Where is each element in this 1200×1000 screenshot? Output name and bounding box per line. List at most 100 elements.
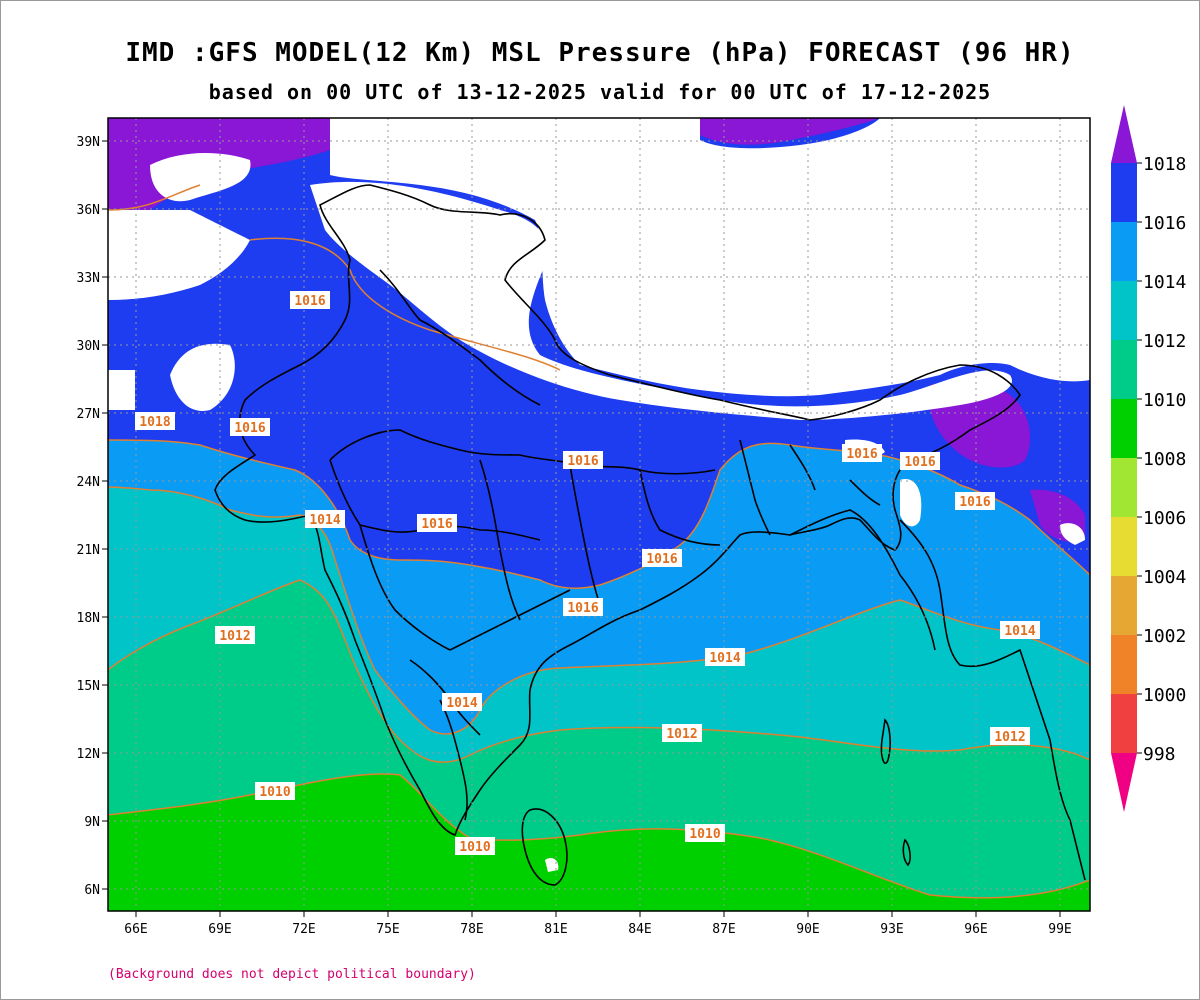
colorbar-label: 1002 [1143, 626, 1186, 647]
map-subtitle: based on 00 UTC of 13-12-2025 valid for … [208, 80, 992, 104]
lon-label: 75E [376, 922, 399, 937]
lon-label: 90E [796, 922, 819, 937]
svg-text:1010: 1010 [259, 785, 290, 800]
contour-label: 1016 [563, 451, 603, 469]
colorbar-bottom-arrow [1111, 753, 1137, 812]
colorbar-1008-1010 [1111, 399, 1137, 458]
contour-lines [108, 184, 1090, 899]
lon-label: 93E [880, 922, 903, 937]
lat-label: 18N [77, 611, 100, 626]
svg-text:1012: 1012 [666, 727, 697, 742]
latitude-labels: 39N 36N 33N 30N 27N 24N 21N 18N 15N 12N 9N 6N [77, 135, 100, 898]
colorbar-998-1000 [1111, 694, 1137, 753]
svg-text:1014: 1014 [709, 651, 740, 666]
lat-label: 6N [84, 883, 100, 898]
contour-label: 1016 [290, 291, 330, 309]
svg-text:1016: 1016 [846, 447, 877, 462]
map-border [107, 117, 1091, 912]
lat-label: 21N [77, 543, 100, 558]
contour-label: 1018 [135, 412, 175, 430]
lat-label: 12N [77, 747, 100, 762]
colorbar-label: 1010 [1143, 390, 1186, 411]
lon-label: 81E [544, 922, 567, 937]
contour-label: 1012 [662, 724, 702, 742]
contour-label: 1016 [642, 549, 682, 567]
svg-text:1016: 1016 [904, 455, 935, 470]
contour-label: 1010 [255, 782, 295, 800]
lon-label: 66E [124, 922, 147, 937]
contour-label: 1010 [455, 837, 495, 855]
contour-label: 1014 [442, 693, 482, 711]
colorbar-label: 1000 [1143, 685, 1186, 706]
lat-label: 9N [84, 815, 100, 830]
contour-label: 1016 [955, 492, 995, 510]
lat-label: 27N [77, 407, 100, 422]
contour-label: 1016 [842, 444, 882, 462]
colorbar-label: 1016 [1143, 213, 1186, 234]
contour-label: 1014 [705, 648, 745, 666]
contour-label: 1010 [685, 824, 725, 842]
lon-label: 72E [292, 922, 315, 937]
contour-label: 1016 [900, 452, 940, 470]
colorbar-label: 1014 [1143, 272, 1186, 293]
tick-marks [102, 140, 1061, 917]
colorbar-1014-1016 [1111, 222, 1137, 281]
lon-label: 96E [964, 922, 987, 937]
lat-label: 30N [77, 339, 100, 354]
colorbar: 1018 1016 1014 1012 1010 1008 1006 1004 1002 1000… [1111, 105, 1186, 812]
svg-text:1016: 1016 [567, 454, 598, 469]
svg-text:1012: 1012 [994, 730, 1025, 745]
lon-label: 87E [712, 922, 735, 937]
contour-label: 1014 [1000, 621, 1040, 639]
svg-text:1016: 1016 [567, 601, 598, 616]
svg-text:1014: 1014 [309, 513, 340, 528]
lat-label: 24N [77, 475, 100, 490]
contour-label-group: 1016 1018 1016 1016 1014 1016 1016 1016 1012 1014… [135, 291, 1040, 855]
svg-text:1018: 1018 [139, 415, 170, 430]
lat-label: 39N [77, 135, 100, 150]
nodata-regions [108, 118, 1090, 872]
svg-text:1016: 1016 [234, 421, 265, 436]
svg-text:1016: 1016 [421, 517, 452, 532]
contour-label: 1012 [215, 626, 255, 644]
lat-label: 33N [77, 271, 100, 286]
svg-text:1012: 1012 [219, 629, 250, 644]
svg-text:1016: 1016 [959, 495, 990, 510]
colorbar-label: 1008 [1143, 449, 1186, 470]
svg-text:1014: 1014 [446, 696, 477, 711]
lon-label: 99E [1048, 922, 1071, 937]
colorbar-1002-1004 [1111, 576, 1137, 635]
lat-label: 15N [77, 679, 100, 694]
colorbar-label: 1012 [1143, 331, 1186, 352]
map-title: IMD :GFS MODEL(12 Km) MSL Pressure (hPa)… [125, 38, 1075, 68]
boundaries [214, 184, 1086, 886]
colorbar-1016-1018 [1111, 163, 1137, 222]
colorbar-label: 1018 [1143, 154, 1186, 175]
contour-label: 1012 [990, 727, 1030, 745]
lon-label: 84E [628, 922, 651, 937]
svg-text:1010: 1010 [459, 840, 490, 855]
contour-label: 1016 [230, 418, 270, 436]
contour-label: 1016 [563, 598, 603, 616]
colorbar-1010-1012 [1111, 340, 1137, 399]
svg-text:1016: 1016 [294, 294, 325, 309]
contour-label: 1016 [417, 514, 457, 532]
colorbar-label: 1006 [1143, 508, 1186, 529]
lat-label: 36N [77, 203, 100, 218]
band-above-1018-north [700, 118, 880, 145]
lon-label: 69E [208, 922, 231, 937]
svg-text:1016: 1016 [646, 552, 677, 567]
colorbar-1006-1008 [1111, 458, 1137, 517]
svg-text:1014: 1014 [1004, 624, 1035, 639]
graticule [108, 118, 1090, 911]
contour-label: 1014 [305, 510, 345, 528]
footnote: (Background does not depict political bo… [108, 967, 476, 982]
colorbar-1000-1002 [1111, 635, 1137, 694]
lon-label: 78E [460, 922, 483, 937]
colorbar-1004-1006 [1111, 517, 1137, 576]
svg-text:1010: 1010 [689, 827, 720, 842]
colorbar-1012-1014 [1111, 281, 1137, 340]
colorbar-top-arrow [1111, 105, 1137, 163]
longitude-labels: 66E 69E 72E 75E 78E 81E 84E 87E 90E 93E 96E 99E [124, 922, 1071, 937]
colorbar-label: 1004 [1143, 567, 1186, 588]
